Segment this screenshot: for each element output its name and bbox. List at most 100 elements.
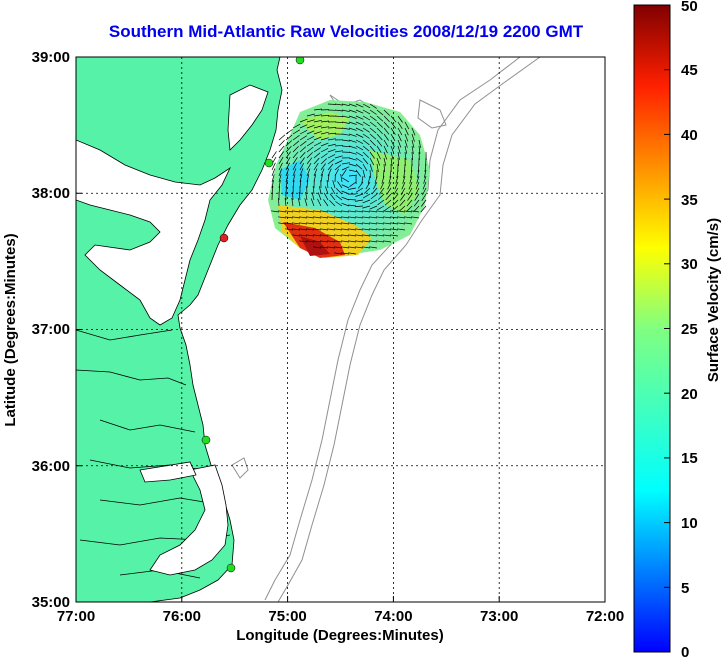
velocity-arrow [397, 115, 403, 123]
velocity-arrow [341, 252, 350, 255]
velocity-arrow [341, 109, 350, 113]
velocity-arrow [397, 210, 406, 213]
velocity-arrow [329, 200, 336, 207]
x-tick-labels: 77:00 76:00 75:00 74:00 73:00 72:00 [57, 608, 624, 625]
velocity-arrow [320, 147, 329, 153]
velocity-arrow [355, 163, 363, 170]
velocity-arrow [327, 222, 336, 225]
tick-marks [75, 56, 500, 602]
velocity-arrow [415, 181, 420, 190]
velocity-arrow [383, 163, 386, 173]
velocity-arrow [341, 127, 350, 130]
velocity-arrow [399, 199, 406, 207]
velocity-arrow [306, 210, 315, 213]
velocity-arrow [341, 166, 350, 171]
velocity-arrow [390, 139, 395, 148]
velocity-arrow [306, 240, 315, 243]
velocity-arrow [327, 240, 336, 243]
y-axis-label: Latitude (Degrees:Minutes) [2, 233, 19, 426]
velocity-arrow [348, 121, 357, 125]
velocity-arrow [327, 148, 336, 153]
velocity-arrow [390, 127, 396, 135]
velocity-arrow [323, 192, 329, 201]
velocity-arrow [306, 135, 315, 141]
velocity-arrow [327, 216, 336, 219]
y-tick-label: 35:00 [32, 594, 70, 611]
velocity-arrow [341, 246, 350, 249]
velocity-arrow [292, 151, 299, 159]
velocity-arrow [317, 198, 322, 207]
velocity-arrow [401, 181, 406, 190]
velocity-arrow [422, 181, 427, 190]
velocity-arrow [402, 175, 406, 184]
velocity-arrow [383, 139, 389, 147]
velocity-arrow [376, 157, 381, 166]
velocity-arrow [334, 144, 344, 147]
delaware-bay [227, 84, 269, 151]
velocity-arrow [327, 246, 336, 249]
pamlico-sound [149, 464, 229, 576]
velocity-arrow [414, 187, 420, 196]
velocity-arrow [398, 205, 406, 212]
velocity-arrow [424, 163, 427, 172]
velocity-arrow [299, 129, 308, 135]
velocity-arrow [292, 216, 301, 219]
velocity-arrow [313, 131, 322, 135]
velocity-arrow [306, 113, 315, 117]
velocity-arrow [271, 162, 276, 171]
velocity-arrow [349, 181, 357, 187]
velocity-arrow [383, 151, 388, 160]
velocity-arrow [278, 180, 281, 189]
velocity-arrow [299, 216, 308, 219]
velocity-arrow [329, 193, 336, 201]
velocity-arrow [306, 124, 315, 129]
velocity-arrow [305, 192, 308, 201]
velocity-arrow [334, 164, 342, 171]
velocity-arrow [383, 109, 391, 116]
velocity-arrow [325, 186, 329, 195]
velocity-arrow [414, 193, 420, 201]
velocity-arrow [376, 133, 383, 141]
velocity-arrow [292, 135, 300, 141]
velocity-arrow [347, 199, 357, 201]
velocity-arrow [390, 151, 394, 160]
velocity-arrow [327, 103, 337, 105]
velocity-arrow [362, 199, 371, 204]
velocity-arrow [355, 210, 364, 213]
velocity-arrow [370, 193, 378, 200]
x-tick-label: 76:00 [163, 608, 201, 625]
velocity-arrow [392, 199, 399, 206]
velocity-arrow [341, 196, 350, 201]
velocity-arrow [284, 197, 287, 207]
velocity-arrow [348, 115, 357, 119]
velocity-arrow [327, 132, 337, 135]
velocity-arrow [313, 240, 322, 243]
x-tick-label: 73:00 [480, 608, 518, 625]
velocity-arrow [348, 252, 357, 255]
chesapeake-bay [76, 139, 231, 326]
velocity-arrow [292, 146, 299, 153]
velocity-arrow [355, 222, 364, 225]
velocity-arrow [356, 187, 364, 193]
velocity-arrow [306, 141, 314, 147]
velocity-arrow [334, 222, 343, 225]
velocity-arrow [406, 205, 413, 212]
velocity-arrow [393, 187, 399, 195]
velocity-arrow [278, 216, 287, 219]
velocity-arrow [313, 157, 320, 165]
velocity-arrow [369, 169, 371, 179]
velocity-arrow [292, 210, 301, 213]
velocity-arrow [313, 210, 322, 213]
velocity-arrow [348, 210, 357, 213]
velocity-arrow [376, 205, 385, 211]
velocity-arrow [292, 174, 296, 183]
velocity-arrow [355, 121, 364, 126]
velocity-arrow [334, 246, 343, 249]
velocity-arrow [340, 174, 343, 183]
velocity-arrow [278, 174, 282, 183]
velocity-arrow [313, 119, 322, 123]
velocity-arrow [397, 228, 406, 231]
velocity-arrow [362, 157, 369, 165]
velocity-arrow [313, 152, 321, 159]
velocity-arrow [362, 145, 370, 152]
